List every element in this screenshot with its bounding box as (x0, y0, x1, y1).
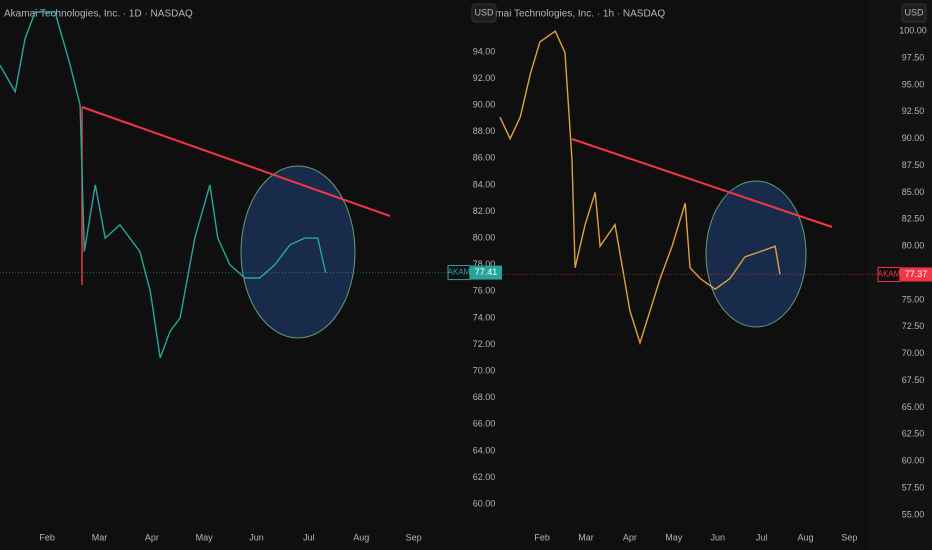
y-tick-label: 90.00 (902, 133, 925, 143)
y-tick-label: 86.00 (473, 153, 496, 163)
x-tick-label: Apr (145, 532, 159, 542)
x-tick-label: Sep (406, 532, 422, 542)
y-tick-label: 88.00 (473, 126, 496, 136)
symbol-label: AKAM (448, 268, 471, 277)
y-tick-label: 68.00 (473, 392, 496, 402)
x-tick-label: Aug (797, 532, 813, 542)
y-tick-label: 64.00 (473, 445, 496, 455)
price-line (0, 11, 327, 359)
x-tick-label: Sep (841, 532, 857, 542)
highlight-circle (240, 165, 356, 339)
y-tick-label: 67.50 (902, 375, 925, 385)
y-tick-label: 82.50 (902, 214, 925, 224)
y-tick-label: 84.00 (473, 179, 496, 189)
chart-title: Akamai Technologies, Inc. · 1h · NASDAQ (478, 9, 665, 20)
y-tick-label: 97.50 (902, 52, 925, 62)
trend-line (81, 106, 391, 217)
x-tick-label: Feb (534, 532, 550, 542)
y-tick-label: 87.50 (902, 160, 925, 170)
highlight-circle (705, 180, 807, 328)
x-tick-label: Jun (710, 532, 725, 542)
y-tick-label: 92.00 (473, 73, 496, 83)
y-tick-label: 72.00 (473, 339, 496, 349)
y-tick-label: 75.00 (902, 294, 925, 304)
y-tick-label: 80.00 (473, 233, 496, 243)
x-tick-label: Mar (578, 532, 594, 542)
x-tick-label: May (665, 532, 683, 542)
y-tick-label: 62.00 (473, 472, 496, 482)
y-tick-label: 82.00 (473, 206, 496, 216)
y-tick-label: 55.00 (902, 509, 925, 519)
price-line (499, 30, 781, 346)
x-tick-label: May (196, 532, 214, 542)
x-tick-label: Jul (756, 532, 768, 542)
y-tick-label: 85.00 (902, 187, 925, 197)
chart-title: Akamai Technologies, Inc. · 1D · NASDAQ (4, 9, 193, 20)
y-tick-label: 94.00 (473, 46, 496, 56)
trend-line (571, 138, 833, 228)
y-tick-label: 78.00 (473, 259, 496, 269)
currency[interactable]: USD (474, 7, 494, 17)
price-label: 77.37 (905, 269, 928, 279)
x-tick-label: Apr (623, 532, 637, 542)
price-tag (900, 267, 932, 282)
y-tick-label: 72.50 (902, 321, 925, 331)
y-tick-label: 60.00 (902, 456, 925, 466)
y-tick-label: 80.00 (902, 241, 925, 251)
x-tick-label: Jul (303, 532, 315, 542)
currency-button[interactable] (471, 3, 497, 23)
symbol-label: AKAM (878, 270, 901, 279)
currency-button[interactable] (901, 3, 927, 23)
y-tick-label: 74.00 (473, 312, 496, 322)
x-tick-label: Aug (353, 532, 369, 542)
currency[interactable]: USD (904, 7, 924, 17)
y-tick-label: 65.00 (902, 402, 925, 412)
y-tick-label: 76.00 (473, 286, 496, 296)
y-tick-label: 60.00 (473, 499, 496, 509)
y-tick-label: 100.00 (899, 26, 927, 36)
x-tick-label: Jun (249, 532, 264, 542)
y-tick-label: 70.00 (902, 348, 925, 358)
y-tick-label: 70.00 (473, 366, 496, 376)
y-tick-label: 62.50 (902, 429, 925, 439)
price-label: 77.41 (475, 267, 498, 277)
y-tick-label: 95.00 (902, 79, 925, 89)
y-tick-label: 66.00 (473, 419, 496, 429)
price-tag (470, 265, 502, 280)
y-tick-label: 92.50 (902, 106, 925, 116)
x-tick-label: Feb (39, 532, 55, 542)
y-tick-label: 57.50 (902, 482, 925, 492)
y-tick-label: 90.00 (473, 99, 496, 109)
x-tick-label: Mar (92, 532, 108, 542)
